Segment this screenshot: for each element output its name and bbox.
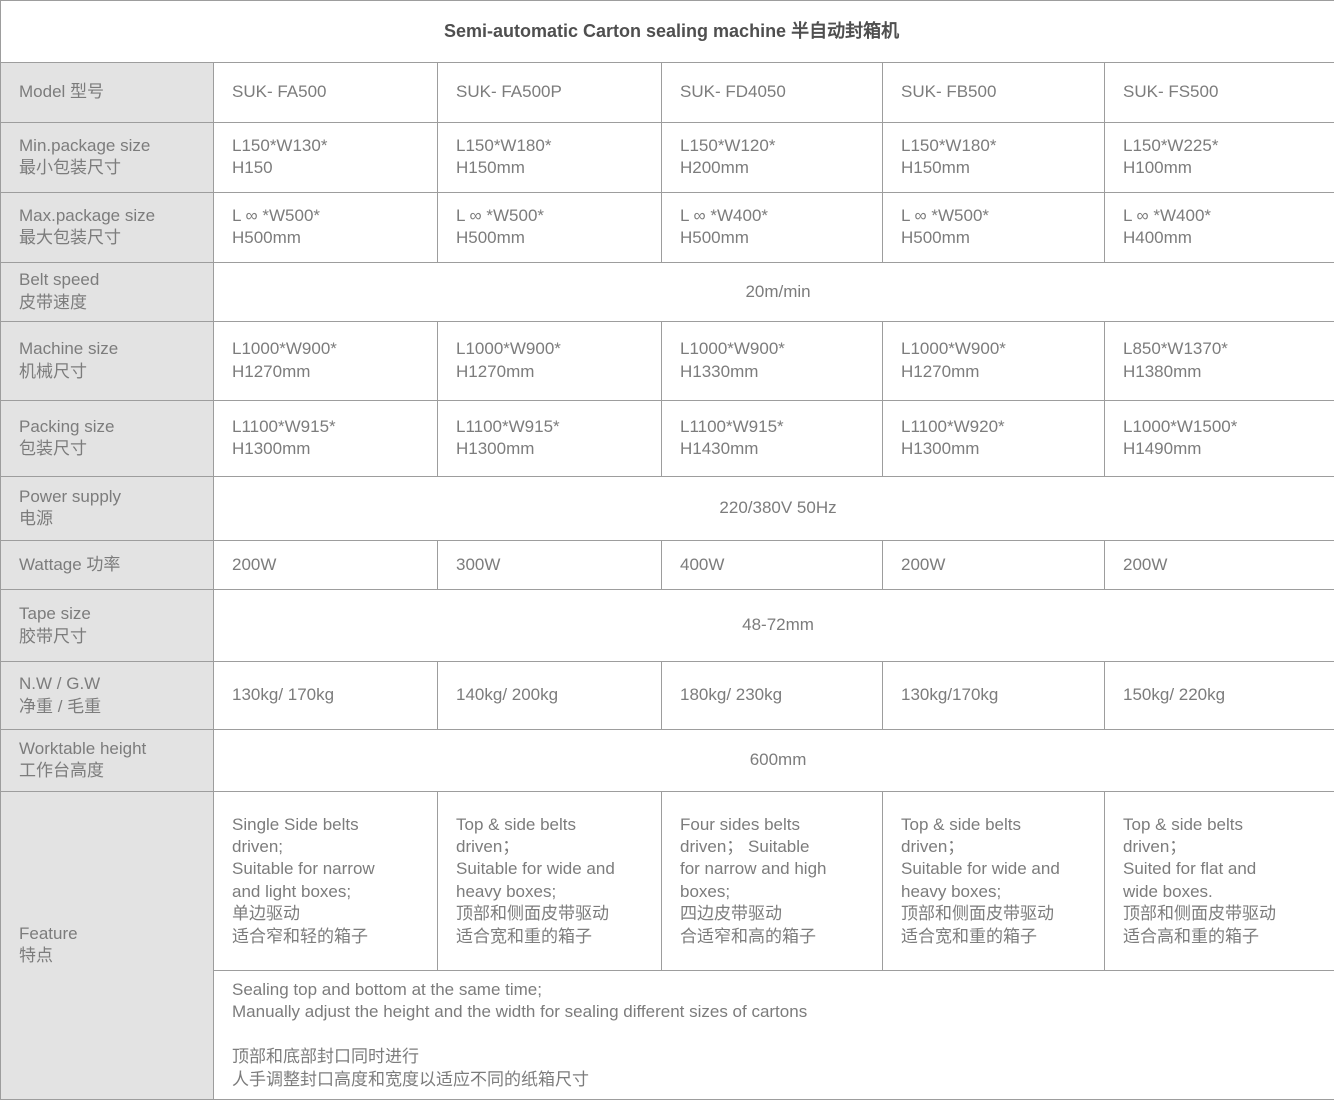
row-max-package: Max.package size 最大包装尺寸 L ∞ *W500* H500m… <box>0 191 1334 263</box>
model-value-1: SUK- FA500 <box>213 61 438 123</box>
machine-size-row-label: Machine size 机械尺寸 <box>0 321 214 401</box>
packing-size-value-1: L1100*W915* H1300mm <box>213 399 438 477</box>
model-value-3: SUK- FD4050 <box>661 61 883 123</box>
weight-value-5: 150kg/ 220kg <box>1103 661 1334 730</box>
packing-size-value-3: L1100*W915* H1430mm <box>661 399 883 477</box>
packing-size-value-2: L1100*W915* H1300mm <box>437 399 662 477</box>
machine-size-value-3: L1000*W900* H1330mm <box>661 321 883 401</box>
wattage-value-5: 200W <box>1103 539 1334 590</box>
feature-value-5: Top & side belts driven； Suited for flat… <box>1103 790 1334 971</box>
model-row-label: Model 型号 <box>0 61 214 123</box>
max-package-value-2: L ∞ *W500* H500mm <box>437 191 662 263</box>
wattage-value-1: 200W <box>213 539 438 590</box>
wattage-value-3: 400W <box>661 539 883 590</box>
worktable-height-row-label: Worktable height 工作台高度 <box>0 729 214 792</box>
row-feature: Feature 特点 Single Side belts driven; Sui… <box>0 790 1334 1100</box>
row-wattage: Wattage 功率 200W 300W 400W 200W 200W <box>0 539 1334 590</box>
packing-size-value-5: L1000*W1500* H1490mm <box>1103 399 1334 477</box>
wattage-value-2: 300W <box>437 539 662 590</box>
min-package-value-2: L150*W180* H150mm <box>437 121 662 193</box>
row-model: Model 型号 SUK- FA500 SUK- FA500P SUK- FD4… <box>0 61 1334 123</box>
row-belt-speed: Belt speed 皮带速度 20m/min <box>0 261 1334 323</box>
worktable-height-value: 600mm <box>212 729 1334 792</box>
max-package-row-label: Max.package size 最大包装尺寸 <box>0 191 214 263</box>
tape-size-value: 48-72mm <box>212 588 1334 663</box>
model-value-2: SUK- FA500P <box>437 61 662 123</box>
weight-value-2: 140kg/ 200kg <box>437 661 662 730</box>
feature-value-2: Top & side belts driven； Suitable for wi… <box>437 790 662 971</box>
min-package-value-1: L150*W130* H150 <box>213 121 438 193</box>
min-package-row-label: Min.package size 最小包装尺寸 <box>0 121 214 193</box>
max-package-value-4: L ∞ *W500* H500mm <box>882 191 1105 263</box>
page-title: Semi-automatic Carton sealing machine 半自… <box>0 0 1334 63</box>
machine-size-value-4: L1000*W900* H1270mm <box>882 321 1105 401</box>
power-supply-value: 220/380V 50Hz <box>212 475 1334 541</box>
weight-row-label: N.W / G.W 净重 / 毛重 <box>0 661 214 730</box>
weight-value-3: 180kg/ 230kg <box>661 661 883 730</box>
row-worktable-height: Worktable height 工作台高度 600mm <box>0 729 1334 792</box>
row-packing-size: Packing size 包装尺寸 L1100*W915* H1300mm L1… <box>0 399 1334 477</box>
feature-row-label: Feature 特点 <box>0 790 214 1100</box>
machine-size-value-5: L850*W1370* H1380mm <box>1103 321 1334 401</box>
weight-value-1: 130kg/ 170kg <box>213 661 438 730</box>
min-package-value-5: L150*W225* H100mm <box>1103 121 1334 193</box>
feature-value-4: Top & side belts driven； Suitable for wi… <box>882 790 1105 971</box>
row-weight: N.W / G.W 净重 / 毛重 130kg/ 170kg 140kg/ 20… <box>0 661 1334 730</box>
model-value-5: SUK- FS500 <box>1103 61 1334 123</box>
row-title: Semi-automatic Carton sealing machine 半自… <box>0 0 1334 63</box>
tape-size-row-label: Tape size 胶带尺寸 <box>0 588 214 663</box>
feature-value-3: Four sides belts driven； Suitable for na… <box>661 790 883 971</box>
row-feature-note: Sealing top and bottom at the same time;… <box>1 969 1334 1100</box>
model-value-4: SUK- FB500 <box>882 61 1105 123</box>
power-supply-row-label: Power supply 电源 <box>0 475 214 541</box>
wattage-row-label: Wattage 功率 <box>0 539 214 590</box>
row-power-supply: Power supply 电源 220/380V 50Hz <box>0 475 1334 541</box>
row-machine-size: Machine size 机械尺寸 L1000*W900* H1270mm L1… <box>0 321 1334 401</box>
min-package-value-3: L150*W120* H200mm <box>661 121 883 193</box>
max-package-value-1: L ∞ *W500* H500mm <box>213 191 438 263</box>
belt-speed-row-label: Belt speed 皮带速度 <box>0 261 214 323</box>
row-min-package: Min.package size 最小包装尺寸 L150*W130* H150 … <box>0 121 1334 193</box>
feature-value-1: Single Side belts driven; Suitable for n… <box>213 790 438 971</box>
machine-size-value-1: L1000*W900* H1270mm <box>213 321 438 401</box>
weight-value-4: 130kg/170kg <box>882 661 1105 730</box>
packing-size-value-4: L1100*W920* H1300mm <box>882 399 1105 477</box>
belt-speed-value: 20m/min <box>212 261 1334 323</box>
max-package-value-5: L ∞ *W400* H400mm <box>1103 191 1334 263</box>
row-tape-size: Tape size 胶带尺寸 48-72mm <box>0 588 1334 663</box>
machine-size-value-2: L1000*W900* H1270mm <box>437 321 662 401</box>
wattage-value-4: 200W <box>882 539 1105 590</box>
packing-size-row-label: Packing size 包装尺寸 <box>0 399 214 477</box>
min-package-value-4: L150*W180* H150mm <box>882 121 1105 193</box>
max-package-value-3: L ∞ *W400* H500mm <box>661 191 883 263</box>
feature-note: Sealing top and bottom at the same time;… <box>212 969 1334 1100</box>
